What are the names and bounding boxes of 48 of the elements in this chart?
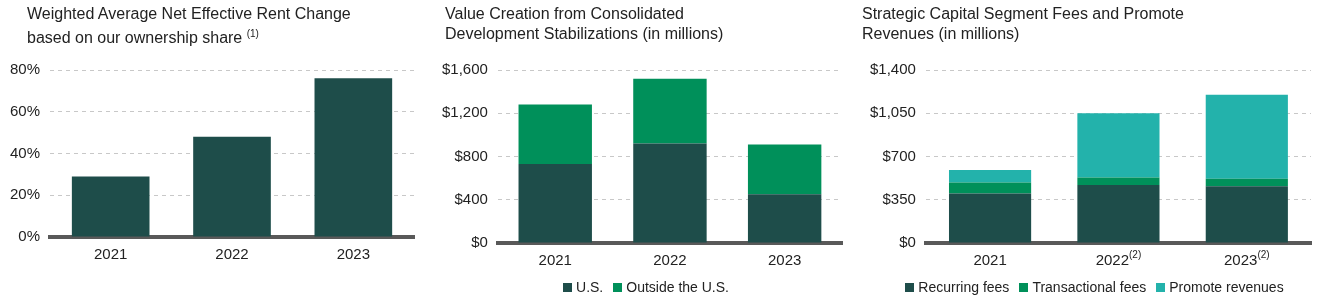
chart-title: Strategic Capital Segment Fees and Promote Revenues (in millions) <box>862 4 1185 44</box>
bar <box>518 164 592 243</box>
bar <box>747 194 822 243</box>
x-tick-label: 2021 <box>973 250 1007 268</box>
x-tick-label: 2021 <box>538 250 572 268</box>
y-tick-label: $350 <box>882 189 916 207</box>
y-tick-label: $400 <box>454 189 488 207</box>
bar <box>314 78 393 237</box>
bar <box>948 170 1032 183</box>
chart-title: Value Creation from Consolidated Development Stabilizations (in millions) <box>445 4 725 44</box>
y-tick-label: 80% <box>9 60 41 78</box>
legend-label: Transactional fees <box>1032 279 1147 295</box>
y-tick-label: 0% <box>18 227 41 245</box>
y-tick-label: 60% <box>9 101 41 119</box>
legend-label: U.S. <box>576 279 604 295</box>
bar <box>633 78 707 144</box>
bar <box>193 136 271 237</box>
bar <box>747 144 822 195</box>
legend-label: Promote revenues <box>1169 279 1284 295</box>
y-tick-label: $700 <box>882 146 916 164</box>
bar <box>1077 184 1160 243</box>
y-tick-label: $1,050 <box>869 103 916 121</box>
bar <box>1077 177 1160 185</box>
chart-title: Weighted Average Net Effective Rent Change based on our ownership share $^{(1)}$ <box>27 4 352 49</box>
y-tick-label: 20% <box>9 185 41 203</box>
y-tick-label: 40% <box>9 143 41 161</box>
bar <box>71 176 150 237</box>
bar <box>633 143 707 243</box>
x-tick-label: 2023 <box>336 244 371 262</box>
y-tick-label: $0 <box>471 233 488 251</box>
y-tick-label: $1,400 <box>869 60 916 78</box>
y-tick-label: $1,200 <box>441 103 488 121</box>
bar <box>518 104 592 165</box>
x-tick-label: 2022 <box>653 250 687 268</box>
x-tick-label: 2022 <box>215 244 249 262</box>
bar <box>948 193 1032 243</box>
bar <box>948 182 1032 194</box>
bar <box>1205 186 1288 243</box>
bar <box>1205 94 1288 179</box>
y-tick-label: $800 <box>454 146 488 164</box>
y-tick-label: $0 <box>899 233 916 251</box>
x-tick-label: 2021 <box>94 244 128 262</box>
x-tick-label: 2023 <box>767 250 802 268</box>
legend-label: Outside the U.S. <box>626 279 729 295</box>
legend-label: Recurring fees <box>918 279 1010 295</box>
bar <box>1205 178 1288 187</box>
y-tick-label: $1,600 <box>441 60 488 78</box>
bar <box>1077 113 1160 178</box>
